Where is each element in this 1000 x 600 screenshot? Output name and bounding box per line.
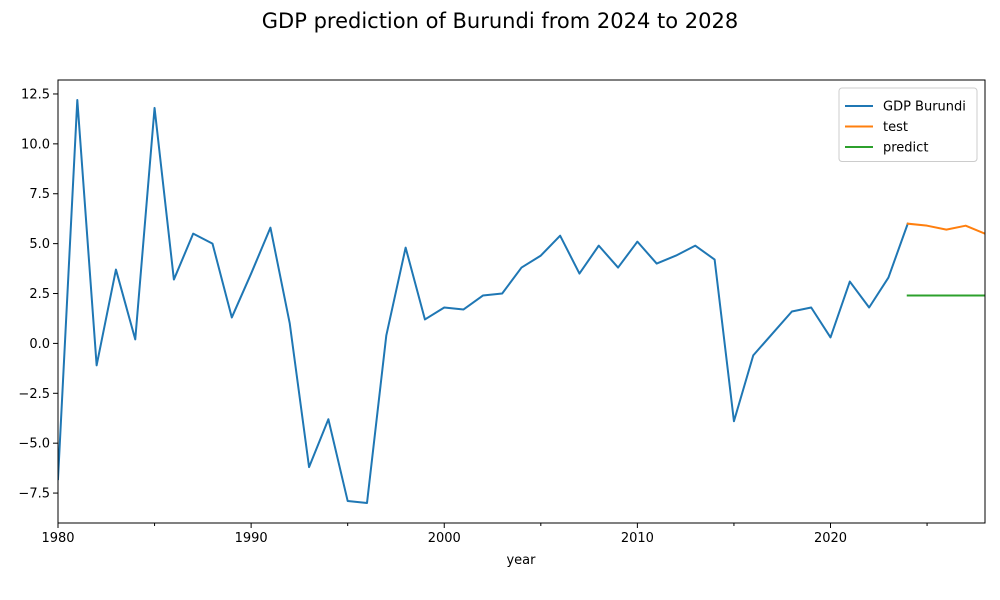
legend-label: test: [883, 120, 908, 135]
y-tick-label: −7.5: [18, 487, 50, 502]
legend-box: [838, 87, 978, 162]
x-tick-label: 2020: [814, 531, 847, 546]
x-tick-label: 1980: [41, 531, 74, 546]
y-tick-label: −2.5: [18, 387, 50, 402]
axes: 1980 1990 2000 2010 2020 −7.5 −5.0 −2.5 0.0 2.5 5.…: [18, 87, 928, 546]
series-lines: [58, 98, 985, 505]
x-tick-label: 2000: [428, 531, 461, 546]
chart-title: GDP prediction of Burundi from 2024 to 2…: [262, 9, 738, 33]
x-tick-label: 2010: [621, 531, 654, 546]
y-tick-label: 2.5: [29, 287, 50, 302]
series-line-gdp-burundi: [58, 98, 910, 505]
x-tick-label: 1990: [235, 531, 268, 546]
legend: GDP Burundi test predict: [838, 87, 978, 162]
series-line-test: [906, 222, 985, 235]
y-tick-label: −5.0: [18, 437, 50, 452]
y-tick-label: 10.0: [21, 137, 50, 152]
plot-frame: [57, 79, 986, 524]
y-tick-label: 5.0: [29, 237, 50, 252]
y-tick-label: 7.5: [29, 187, 50, 202]
x-axis-label: year: [506, 553, 536, 568]
y-tick-label: 12.5: [21, 87, 50, 102]
legend-label: GDP Burundi: [883, 100, 966, 115]
legend-label: predict: [883, 141, 928, 156]
y-tick-label: 0.0: [29, 337, 50, 352]
